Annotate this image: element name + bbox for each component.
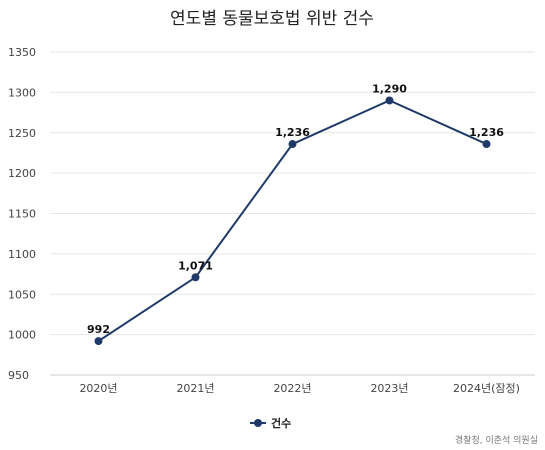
y-tick-label: 1100 [8, 248, 36, 261]
x-tick-label: 2021년 [176, 382, 214, 395]
y-tick-label: 1300 [8, 86, 36, 99]
y-tick-label: 1200 [8, 167, 36, 180]
data-label-layer: 992 1,071 1,236 1,290 1,236 [87, 82, 504, 336]
data-point [94, 337, 103, 346]
series-layer [94, 96, 491, 346]
y-tick-label: 1250 [8, 127, 36, 140]
y-tick-label: 1150 [8, 208, 36, 221]
legend-label: 건수 [271, 416, 291, 430]
data-label: 1,071 [178, 259, 213, 272]
data-point [191, 273, 200, 282]
x-tick-label: 2023년 [370, 382, 408, 395]
data-label: 992 [87, 323, 110, 336]
y-tick-label: 1050 [8, 288, 36, 301]
data-label: 1,236 [469, 126, 504, 139]
y-tick-label: 1350 [8, 46, 36, 59]
y-axis: 950 1000 1050 1100 1150 1200 1250 1300 1350 [8, 46, 36, 382]
data-point [385, 96, 394, 105]
data-point [288, 140, 297, 149]
data-point [482, 140, 491, 149]
x-axis: 2020년 2021년 2022년 2023년 2024년(잠정) [79, 382, 520, 395]
chart-title: 연도별 동물보호법 위반 건수 [170, 9, 374, 29]
data-label: 1,290 [372, 82, 407, 95]
x-tick-label: 2022년 [273, 382, 311, 395]
x-tick-label: 2024년(잠정) [453, 382, 520, 395]
y-tick-label: 1000 [8, 329, 36, 342]
legend-marker [254, 419, 262, 427]
grid-layer [50, 51, 535, 376]
legend: 건수 [250, 416, 291, 430]
x-tick-label: 2020년 [79, 382, 117, 395]
data-label: 1,236 [275, 126, 310, 139]
y-tick-label: 950 [8, 369, 29, 382]
source-note: 경찰청, 이춘석 의원실 [455, 434, 538, 446]
